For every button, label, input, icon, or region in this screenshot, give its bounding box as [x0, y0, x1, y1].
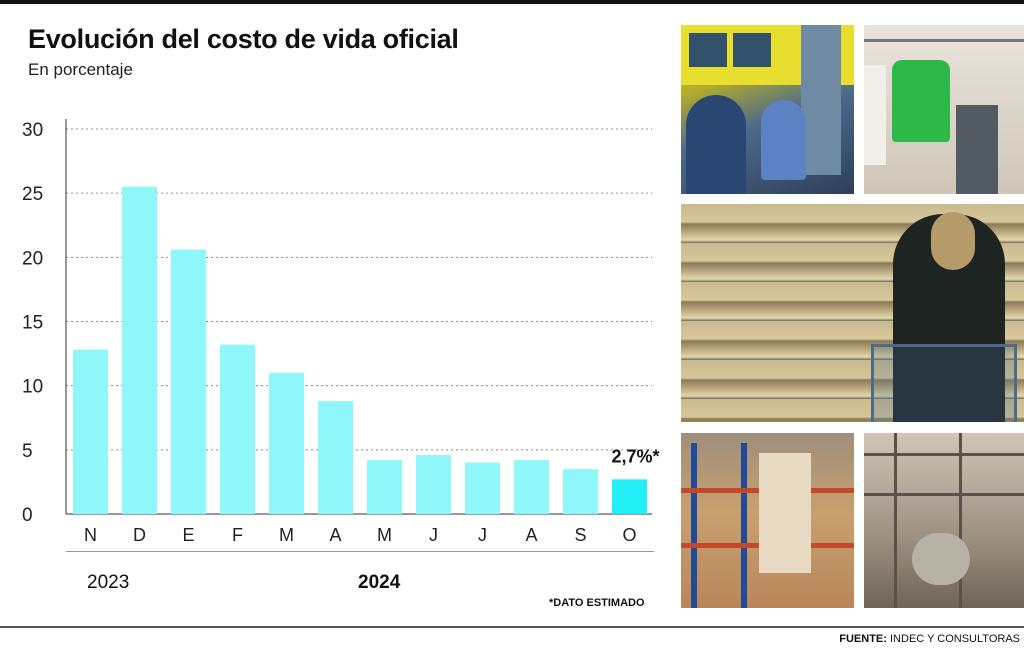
- bar-7: [367, 460, 402, 514]
- bar-12: [612, 479, 647, 514]
- x-tick-label-1: N: [84, 525, 97, 545]
- clothing-rack-photo: [864, 25, 1024, 194]
- bar-10: [514, 460, 549, 514]
- bar-4: [220, 344, 255, 514]
- supermarket-shopper-photo: [681, 204, 1024, 422]
- y-tick-label-10: 10: [22, 377, 43, 398]
- year-bracket-2024: [164, 551, 654, 552]
- y-tick-label-25: 25: [22, 184, 43, 205]
- bar-6: [318, 401, 353, 514]
- bar-9: [465, 462, 500, 514]
- year-bracket-2023: [66, 551, 164, 552]
- x-tick-label-2: D: [133, 525, 146, 545]
- x-tick-label-11: S: [574, 525, 586, 545]
- chart-title: Evolución del costo de vida oficial: [28, 24, 459, 54]
- bar-chart: 0 5 10 15 20 25 30 N D E F M A M J J A S O 2,7%*: [22, 119, 660, 545]
- x-tick-label-8: J: [429, 525, 438, 545]
- bar-1: [73, 349, 108, 514]
- year-label-2024: 2024: [358, 572, 401, 593]
- estimate-note: *DATO ESTIMADO: [549, 597, 645, 609]
- construction-site-photo: [864, 433, 1024, 608]
- bar-11: [563, 469, 598, 514]
- highlight-value-label: 2,7%*: [611, 446, 659, 466]
- x-tick-label-12: O: [622, 525, 636, 545]
- bottom-rule: [0, 626, 1024, 628]
- source-label: FUENTE:: [839, 633, 887, 645]
- y-tick-label-0: 0: [22, 505, 33, 526]
- source-text: INDEC Y CONSULTORAS: [890, 633, 1020, 645]
- y-tick-label-30: 30: [22, 120, 43, 141]
- top-rule: [0, 0, 1024, 4]
- x-tick-label-10: A: [525, 525, 537, 545]
- x-tick-label-5: M: [279, 525, 294, 545]
- bus-passengers-photo: [681, 25, 854, 194]
- y-tick-label-20: 20: [22, 248, 43, 269]
- x-tick-label-3: E: [182, 525, 194, 545]
- chart-subtitle: En porcentaje: [28, 60, 133, 79]
- bar-2: [122, 186, 157, 514]
- year-label-2023: 2023: [87, 572, 130, 593]
- warehouse-shelves-photo: [681, 433, 854, 608]
- y-tick-label-15: 15: [22, 313, 43, 334]
- x-tick-label-4: F: [232, 525, 243, 545]
- bar-8: [416, 454, 451, 514]
- source-credit: FUENTE: INDEC Y CONSULTORAS: [839, 633, 1020, 645]
- x-tick-label-7: M: [377, 525, 392, 545]
- y-tick-label-5: 5: [22, 441, 33, 462]
- x-tick-label-9: J: [478, 525, 487, 545]
- bar-3: [171, 249, 206, 514]
- bar-5: [269, 372, 304, 514]
- x-tick-label-6: A: [329, 525, 341, 545]
